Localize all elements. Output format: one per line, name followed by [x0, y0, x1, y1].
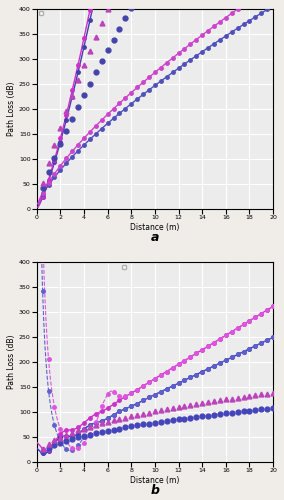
Y-axis label: Path Loss (dB): Path Loss (dB)	[7, 82, 16, 136]
Legend: 	[39, 12, 43, 16]
Legend: 	[122, 265, 126, 268]
Text: b: b	[151, 484, 159, 497]
Y-axis label: Path Loss (dB): Path Loss (dB)	[7, 335, 16, 390]
Text: a: a	[151, 230, 159, 243]
X-axis label: Distance (m): Distance (m)	[130, 476, 179, 485]
X-axis label: Distance (m): Distance (m)	[130, 222, 179, 232]
